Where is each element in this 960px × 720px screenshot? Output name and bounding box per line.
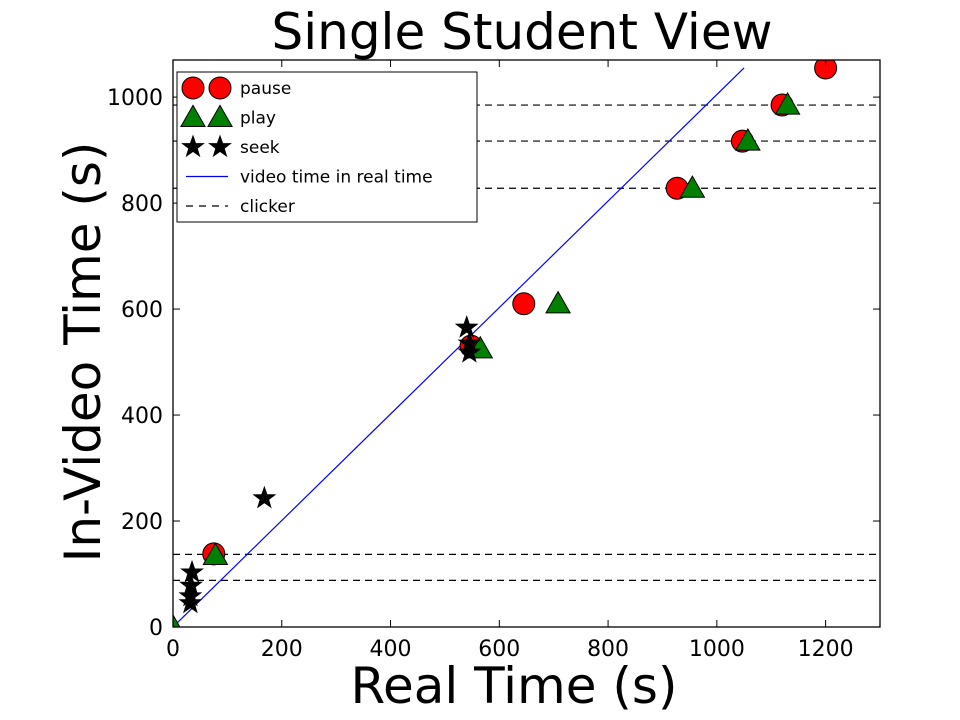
x-tick-label: 400 xyxy=(370,637,412,662)
x-tick-label: 1200 xyxy=(798,637,854,662)
pause-point xyxy=(814,60,838,80)
y-axis-label: In-Video Time (s) xyxy=(54,142,112,563)
x-tick-label: 0 xyxy=(166,637,180,662)
y-tick-label: 400 xyxy=(121,404,163,429)
seek-point xyxy=(178,590,203,614)
y-tick-label: 0 xyxy=(149,616,163,641)
seek-point xyxy=(180,559,204,583)
legend-marker xyxy=(207,104,233,128)
x-axis-label: Real Time (s) xyxy=(350,657,677,715)
play-point xyxy=(774,91,801,115)
legend-marker xyxy=(181,134,205,158)
x-tick-label: 1000 xyxy=(689,637,745,662)
legend: pause play seek video time in real time clic… xyxy=(176,71,478,223)
play-point xyxy=(679,175,706,198)
legend-entry: pause xyxy=(181,76,291,100)
chart-title: Single Student View xyxy=(272,3,773,61)
legend-marker xyxy=(208,76,232,100)
legend-entry: play xyxy=(180,104,276,129)
video-time-line xyxy=(173,67,745,627)
y-tick-label: 200 xyxy=(121,510,163,535)
x-axis-ticks: 0 200 400 600 800 1000 1200 xyxy=(166,60,854,662)
y-axis-ticks: 0 200 400 600 800 1000 xyxy=(107,86,880,641)
seek-point xyxy=(178,583,203,607)
legend-entry: seek xyxy=(181,134,280,158)
legend-entry: clicker xyxy=(186,197,295,217)
legend-marker xyxy=(208,134,232,158)
seek-point xyxy=(179,573,203,596)
x-tick-label: 200 xyxy=(261,637,303,662)
x-tick-label: 600 xyxy=(478,637,520,662)
y-tick-label: 600 xyxy=(121,298,163,323)
legend-label: clicker xyxy=(240,197,295,217)
seek-point xyxy=(454,315,479,338)
legend-label: play xyxy=(240,109,276,129)
play-point xyxy=(202,542,229,566)
legend-label: pause xyxy=(240,79,291,99)
pause-point xyxy=(512,292,536,316)
legend-marker xyxy=(180,104,206,128)
y-tick-label: 800 xyxy=(121,192,163,217)
legend-label: seek xyxy=(240,138,280,158)
seek-point xyxy=(457,339,482,363)
plot-marks xyxy=(173,60,880,627)
y-tick-label: 1000 xyxy=(107,86,163,111)
plot-frame xyxy=(172,59,881,628)
x-tick-label: 800 xyxy=(587,637,629,662)
legend-marker xyxy=(181,76,205,100)
play-point xyxy=(734,127,761,151)
plot-area xyxy=(172,59,881,628)
seek-point xyxy=(252,485,277,509)
legend-label: video time in real time xyxy=(240,168,433,188)
play-point xyxy=(173,613,181,627)
play-point xyxy=(545,290,571,314)
legend-entry: video time in real time xyxy=(186,168,433,188)
